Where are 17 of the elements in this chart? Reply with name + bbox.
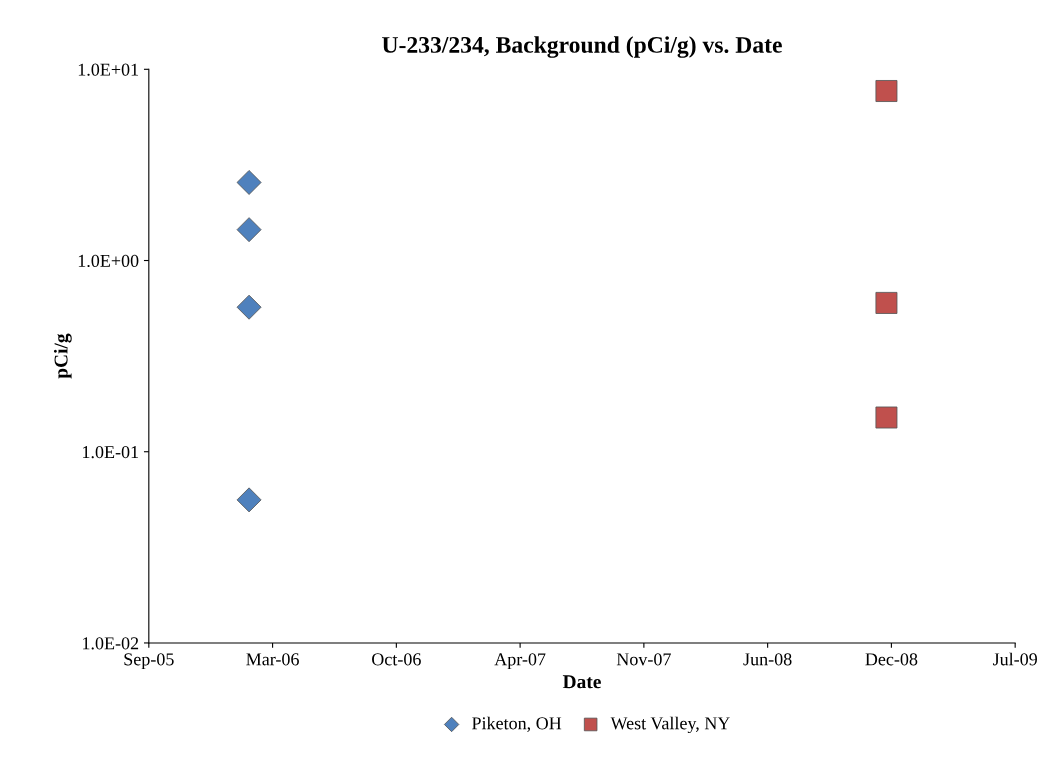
x-tick-label: Sep-05 (124, 653, 174, 670)
x-tick-label: Oct-06 (372, 653, 421, 666)
y-tick-label: 1.0E-01 (83, 445, 139, 459)
x-tick-label: Dec-08 (865, 653, 918, 666)
legend-label: West Valley, NY (610, 716, 730, 734)
y-axis-title: pCi/g (53, 333, 72, 379)
x-tick-label: Jul-09 (992, 652, 1037, 666)
y-tick-label: 1.0E-02 (83, 637, 139, 650)
chart-title: U-233/234, Background (pCi/g) vs. Date (382, 36, 782, 58)
x-tick-label: Mar-06 (246, 653, 299, 666)
x-tick-label: Nov-07 (616, 653, 671, 666)
legend-label: Piketon, OH (472, 716, 562, 732)
x-tick-label: Apr-07 (494, 653, 546, 670)
x-tick-label: Jun-08 (743, 653, 792, 666)
x-axis-title: Date (562, 675, 601, 689)
y-tick-label: 1.0E+00 (78, 254, 139, 268)
y-tick-label: 1.0E+01 (78, 63, 139, 76)
